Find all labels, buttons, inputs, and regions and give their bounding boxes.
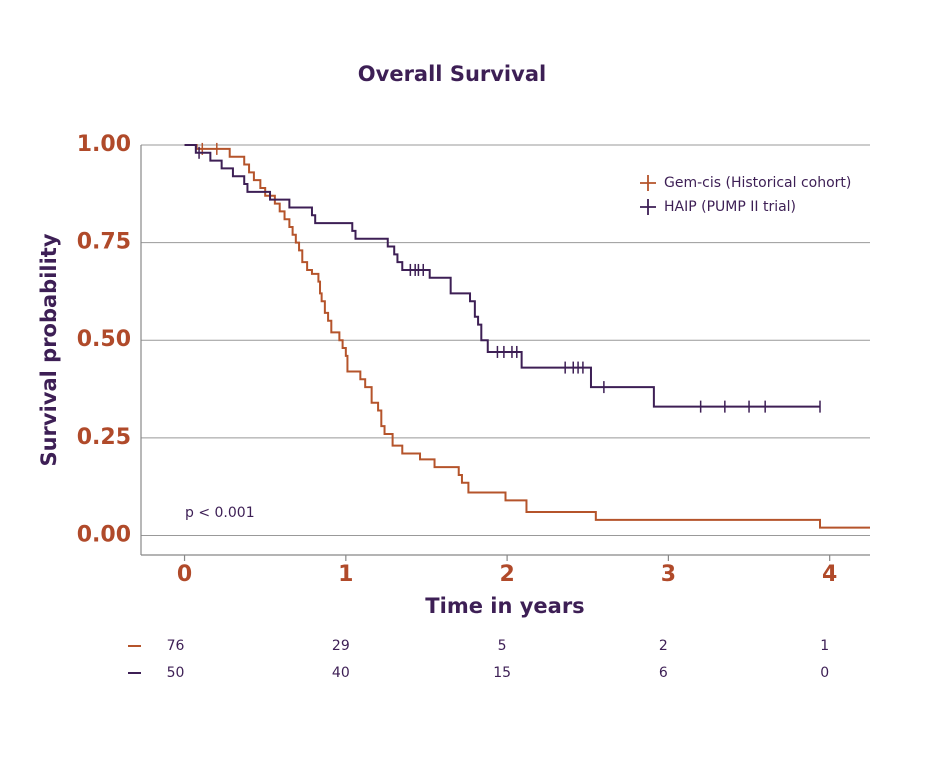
y-axis-label: Survival probability bbox=[37, 233, 61, 466]
risk-count: 29 bbox=[332, 638, 350, 654]
risk-count: 76 bbox=[167, 638, 185, 654]
y-tick-label: 0.25 bbox=[77, 425, 131, 450]
risk-count: 0 bbox=[820, 665, 829, 681]
risk-count: 2 bbox=[659, 638, 668, 654]
legend-marker bbox=[640, 175, 656, 191]
x-tick-label: 4 bbox=[822, 562, 837, 587]
risk-count: 15 bbox=[493, 665, 511, 681]
y-tick-label: 0.50 bbox=[77, 327, 131, 352]
y-tick-label: 1.00 bbox=[77, 132, 131, 157]
annotation: p < 0.001 bbox=[185, 505, 255, 521]
risk-count: 5 bbox=[498, 638, 507, 654]
y-tick-label: 0.00 bbox=[77, 522, 131, 547]
legend-label: Gem-cis (Historical cohort) bbox=[664, 175, 851, 191]
risk-count: 40 bbox=[332, 665, 350, 681]
y-tick-label: 0.75 bbox=[77, 230, 131, 255]
survival-curve bbox=[184, 144, 821, 408]
x-tick-label: 0 bbox=[177, 562, 192, 587]
legend-label: HAIP (PUMP II trial) bbox=[664, 199, 796, 215]
x-tick-label: 2 bbox=[499, 562, 514, 587]
risk-count: 50 bbox=[167, 665, 185, 681]
legend-marker bbox=[640, 199, 656, 215]
risk-count: 6 bbox=[659, 665, 668, 681]
x-axis-label: Time in years bbox=[425, 594, 584, 618]
x-tick-label: 3 bbox=[661, 562, 676, 587]
chart-title: Overall Survival bbox=[358, 62, 546, 86]
x-tick-label: 1 bbox=[338, 562, 353, 587]
survival-curve bbox=[184, 144, 870, 529]
risk-count: 1 bbox=[820, 638, 829, 654]
